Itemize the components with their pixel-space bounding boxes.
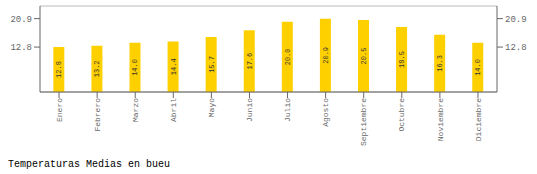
svg-text:Marzo: Marzo [131, 98, 140, 122]
svg-text:Enero: Enero [55, 98, 64, 122]
svg-text:Diciembre: Diciembre [474, 98, 483, 141]
svg-text:14.4: 14.4 [170, 58, 178, 75]
svg-text:13.2: 13.2 [93, 60, 101, 77]
svg-text:20.9: 20.9 [505, 15, 527, 25]
svg-text:Abril: Abril [169, 98, 178, 122]
svg-text:12.8: 12.8 [10, 43, 32, 53]
svg-text:20.9: 20.9 [322, 47, 330, 64]
svg-text:Noviembre: Noviembre [436, 98, 445, 141]
svg-text:16.3: 16.3 [436, 55, 444, 72]
svg-text:14.0: 14.0 [474, 59, 482, 76]
svg-text:15.7: 15.7 [208, 56, 216, 73]
svg-text:12.8: 12.8 [55, 61, 63, 78]
svg-text:Mayo: Mayo [207, 98, 216, 117]
svg-text:20.0: 20.0 [284, 48, 292, 65]
html-text:Temperaturas Medias en bueu: Temperaturas Medias en bueu [8, 159, 170, 170]
svg-text:17.6: 17.6 [246, 53, 254, 70]
svg-text:20.9: 20.9 [10, 15, 32, 25]
svg-text:14.0: 14.0 [131, 59, 139, 76]
svg-text:Julio: Julio [283, 98, 292, 122]
svg-text:12.8: 12.8 [505, 43, 527, 53]
svg-text:Octubre: Octubre [397, 98, 406, 132]
svg-text:Febrero: Febrero [93, 98, 102, 132]
svg-text:Septiembre: Septiembre [359, 98, 368, 146]
svg-text:Agosto: Agosto [321, 98, 330, 127]
svg-text:18.5: 18.5 [398, 51, 406, 68]
svg-text:Junio: Junio [245, 98, 254, 122]
svg-text:20.5: 20.5 [360, 48, 368, 65]
